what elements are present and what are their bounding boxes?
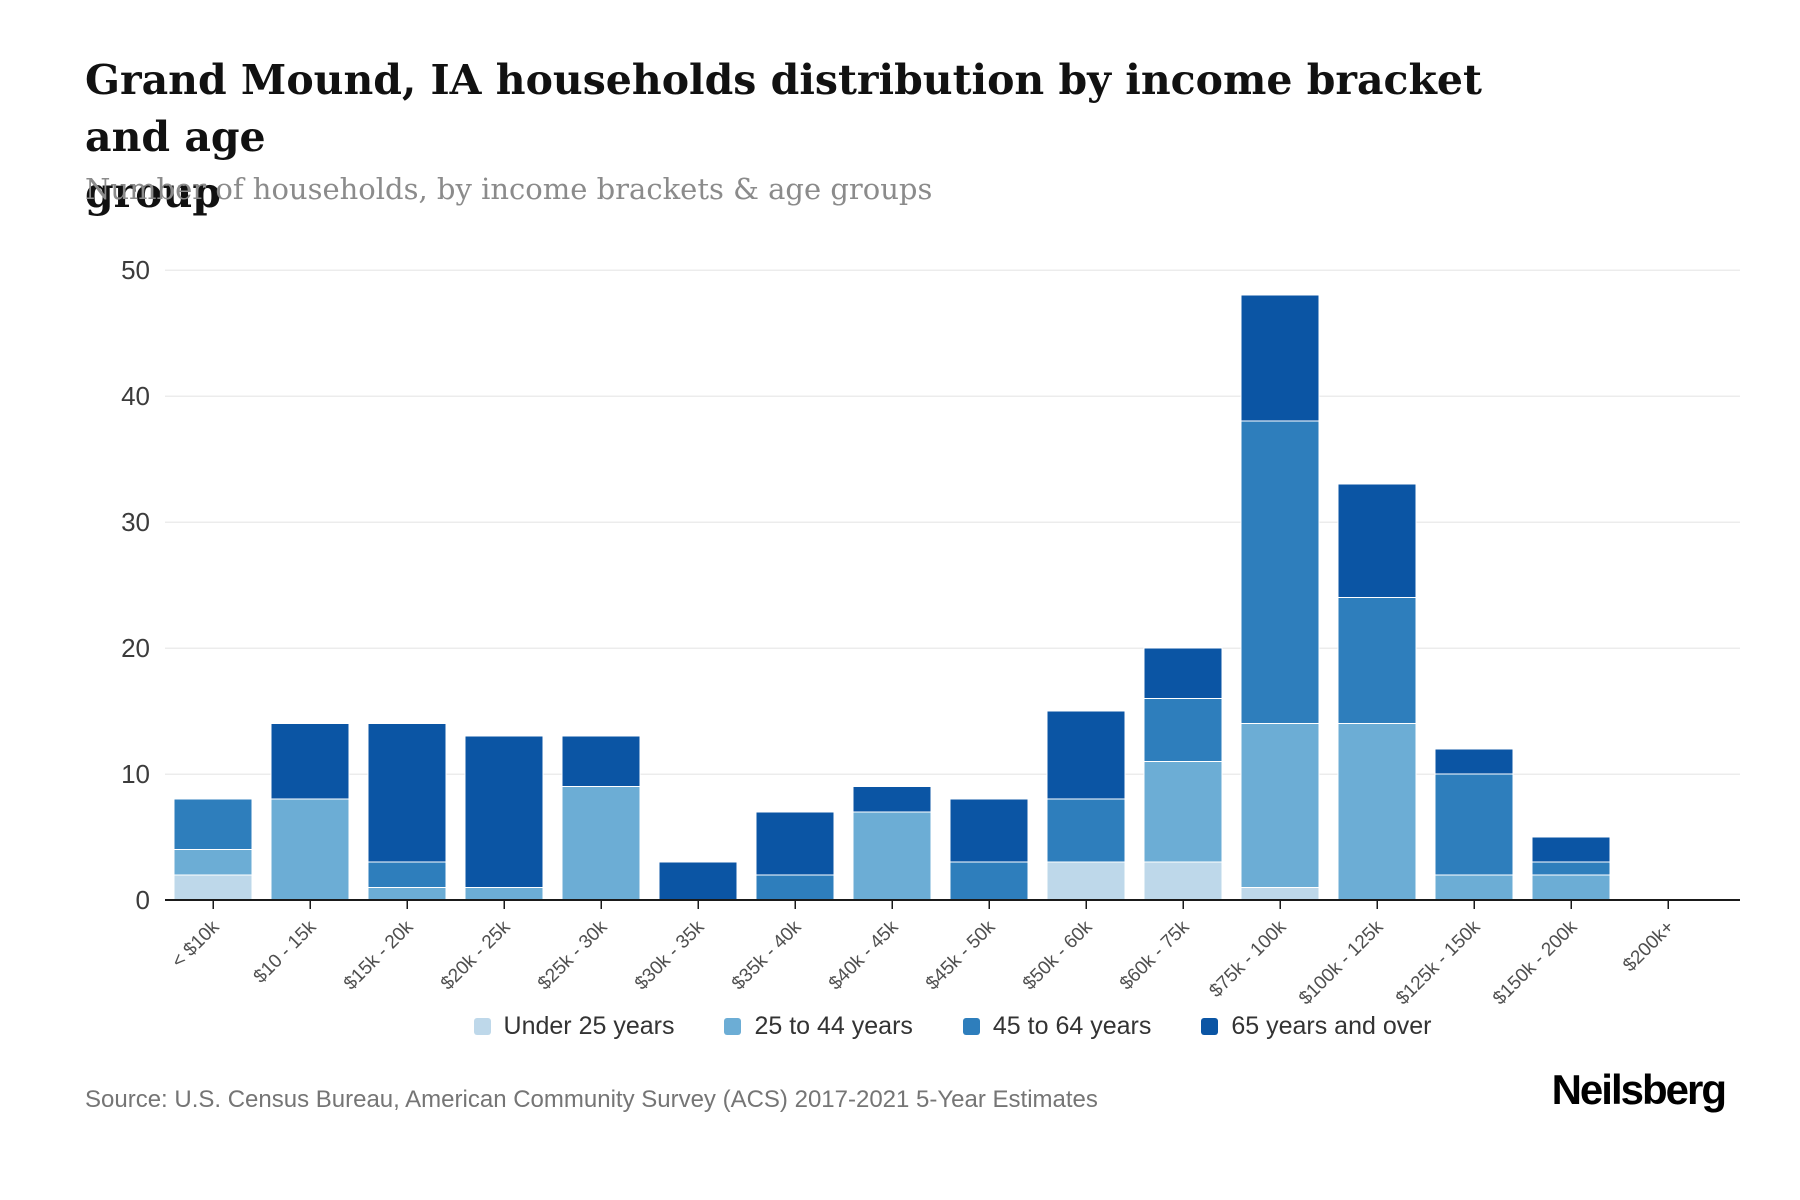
bar-segment-15k-20k-45-to-64-years[interactable] xyxy=(367,861,447,888)
y-tick-label-0: 0 xyxy=(136,885,150,915)
x-tick-label-125k-150k: $125k - 150k xyxy=(1392,916,1485,1009)
bar-segment-75k-100k-25-to-44-years[interactable] xyxy=(1240,723,1320,888)
legend-label: 65 years and over xyxy=(1231,1012,1432,1040)
legend-label: 25 to 44 years xyxy=(754,1012,913,1040)
bar-segment-35k-40k-45-to-64-years[interactable] xyxy=(755,874,835,901)
bar-segment-15k-20k-25-to-44-years[interactable] xyxy=(367,886,447,901)
bar-segment-40k-45k-25-to-44-years[interactable] xyxy=(852,811,932,901)
bar-segment-50k-60k-under-25-years[interactable] xyxy=(1046,861,1126,901)
x-tick-label-100k-125k: $100k - 125k xyxy=(1295,916,1388,1009)
bar-segment-40k-45k-65-years-and-over[interactable] xyxy=(852,786,932,813)
x-tick-label-75k-100k: $75k - 100k xyxy=(1205,916,1290,1001)
bar-segment-10-15k-25-to-44-years[interactable] xyxy=(270,798,350,901)
legend-item-under-25-years[interactable]: Under 25 years xyxy=(473,1012,675,1041)
y-tick-label-30: 30 xyxy=(121,507,150,537)
bar-segment-35k-40k-65-years-and-over[interactable] xyxy=(755,811,835,876)
legend-item-45-to-64-years[interactable]: 45 to 64 years xyxy=(962,1012,1152,1041)
bar-segment-45k-50k-45-to-64-years[interactable] xyxy=(949,861,1029,901)
bar-segment-30k-35k-65-years-and-over[interactable] xyxy=(658,861,738,901)
bar-segment-125k-150k-25-to-44-years[interactable] xyxy=(1434,874,1514,901)
bar-segment-100k-125k-65-years-and-over[interactable] xyxy=(1337,483,1417,599)
bar-segment-25k-30k-65-years-and-over[interactable] xyxy=(561,735,641,788)
chart-subtitle: Number of households, by income brackets… xyxy=(85,172,933,206)
legend: Under 25 years 25 to 44 years 45 to 64 yea… xyxy=(165,1012,1740,1041)
y-tick-label-10: 10 xyxy=(121,759,150,789)
bar-segment-150k-200k-45-to-64-years[interactable] xyxy=(1531,861,1611,876)
legend-label: 45 to 64 years xyxy=(992,1012,1152,1040)
legend-swatch-icon xyxy=(473,1018,491,1035)
x-tick-label-30k-35k: $30k - 35k xyxy=(631,916,709,994)
x-tick-label-35k-40k: $35k - 40k xyxy=(728,916,806,994)
bar-segment-75k-100k-65-years-and-over[interactable] xyxy=(1240,294,1320,422)
chart-title-line2: group xyxy=(85,169,222,218)
bar-segment-20k-25k-25-to-44-years[interactable] xyxy=(464,886,544,901)
bar-segment-15k-20k-65-years-and-over[interactable] xyxy=(367,723,447,863)
legend-label: Under 25 years xyxy=(503,1012,675,1040)
bar-segment-100k-125k-25-to-44-years[interactable] xyxy=(1337,723,1417,901)
x-tick-label-20k-25k: $20k - 25k xyxy=(437,916,515,994)
bar-segment-60k-75k-under-25-years[interactable] xyxy=(1143,861,1223,901)
x-tick-label-10k: < $10k xyxy=(168,916,224,972)
y-tick-label-40: 40 xyxy=(121,381,150,411)
x-tick-label-45k-50k: $45k - 50k xyxy=(922,916,1000,994)
bar-segment-25k-30k-25-to-44-years[interactable] xyxy=(561,786,641,901)
bar-segment-125k-150k-45-to-64-years[interactable] xyxy=(1434,773,1514,876)
bar-segment-150k-200k-25-to-44-years[interactable] xyxy=(1531,874,1611,901)
x-tick-label-40k-45k: $40k - 45k xyxy=(825,916,903,994)
bar-segment-75k-100k-45-to-64-years[interactable] xyxy=(1240,420,1320,725)
x-tick-label-10-15k: $10 - 15k xyxy=(250,916,321,987)
x-tick-label-200k: $200k+ xyxy=(1619,917,1678,976)
y-tick-label-50: 50 xyxy=(121,255,150,285)
x-tick-label-60k-75k: $60k - 75k xyxy=(1116,916,1194,994)
bar-segment-10k-under-25-years[interactable] xyxy=(173,874,253,901)
bar-segment-10k-25-to-44-years[interactable] xyxy=(173,849,253,876)
bar-segment-100k-125k-45-to-64-years[interactable] xyxy=(1337,597,1417,725)
source-attribution: Source: U.S. Census Bureau, American Com… xyxy=(85,1086,1098,1113)
bar-segment-10-15k-65-years-and-over[interactable] xyxy=(270,723,350,800)
bar-segment-60k-75k-25-to-44-years[interactable] xyxy=(1143,760,1223,863)
bar-segment-125k-150k-65-years-and-over[interactable] xyxy=(1434,748,1514,775)
bar-segment-50k-60k-45-to-64-years[interactable] xyxy=(1046,798,1126,863)
chart-title: Grand Mound, IA households distribution … xyxy=(85,52,1565,222)
legend-swatch-icon xyxy=(724,1018,742,1035)
bar-segment-10k-45-to-64-years[interactable] xyxy=(173,798,253,851)
x-tick-label-50k-60k: $50k - 60k xyxy=(1019,916,1097,994)
legend-swatch-icon xyxy=(1201,1018,1219,1035)
legend-item-25-to-44-years[interactable]: 25 to 44 years xyxy=(724,1012,913,1041)
bar-segment-75k-100k-under-25-years[interactable] xyxy=(1240,886,1320,901)
stacked-bar-chart: 0 10 20 30 40 50 < $10k $10 - 15k $15k - 20k $20k… xyxy=(121,255,1740,1009)
bar-segment-20k-25k-65-years-and-over[interactable] xyxy=(464,735,544,888)
x-tick-label-150k-200k: $150k - 200k xyxy=(1489,916,1582,1009)
legend-item-65-years-and-over[interactable]: 65 years and over xyxy=(1201,1012,1431,1041)
x-tick-label-15k-20k: $15k - 20k xyxy=(340,916,418,994)
bar-segment-150k-200k-65-years-and-over[interactable] xyxy=(1531,836,1611,863)
bar-segment-60k-75k-65-years-and-over[interactable] xyxy=(1143,647,1223,699)
x-tick-label-25k-30k: $25k - 30k xyxy=(534,916,612,994)
y-tick-label-20: 20 xyxy=(121,633,150,663)
legend-swatch-icon xyxy=(962,1018,980,1035)
bar-segment-45k-50k-65-years-and-over[interactable] xyxy=(949,798,1029,863)
neilsberg-logo: Neilsberg xyxy=(1551,1066,1727,1113)
bar-segment-50k-60k-65-years-and-over[interactable] xyxy=(1046,710,1126,800)
chart-title-line1: Grand Mound, IA households distribution … xyxy=(85,56,1482,161)
bar-segment-60k-75k-45-to-64-years[interactable] xyxy=(1143,697,1223,762)
